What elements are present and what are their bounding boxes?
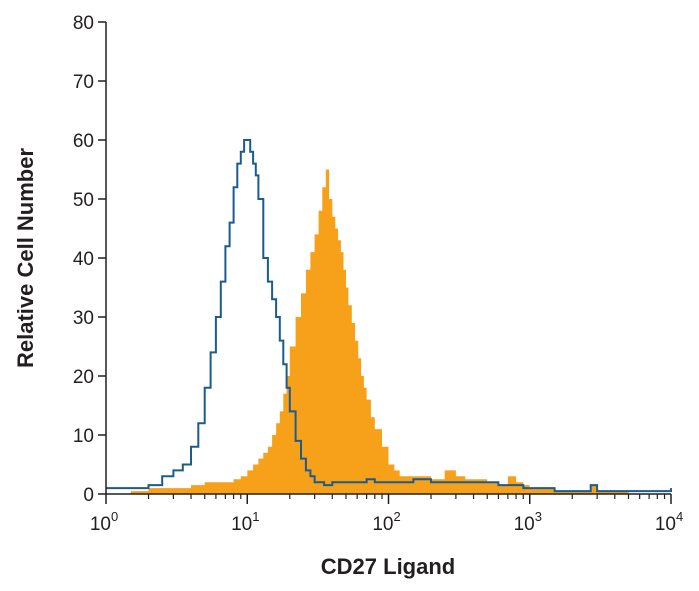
x-tick-label: 103: [514, 509, 542, 535]
y-tick-label: 0: [83, 485, 94, 506]
y-tick-label: 10: [73, 426, 94, 447]
series-1-outline-histogram: [106, 139, 672, 493]
y-tick-label: 60: [73, 131, 94, 152]
y-axis-title: Relative Cell Number: [13, 148, 38, 369]
series-0-filled-histogram: [106, 169, 671, 494]
ticks-layer: 0 10 20 30 40 50 60 70 80 100 101 102 103 104: [73, 13, 683, 535]
x-tick-label: 102: [372, 509, 400, 535]
y-tick-label: 80: [73, 13, 94, 34]
axes-layer: [105, 22, 671, 495]
y-tick-label: 70: [73, 72, 94, 93]
x-tick-label: 104: [655, 509, 683, 535]
y-tick-label: 30: [73, 308, 94, 329]
y-tick-label: 40: [73, 249, 94, 270]
x-tick-label: 100: [90, 509, 118, 535]
x-axis-title: CD27 Ligand: [321, 554, 455, 579]
y-tick-label: 50: [73, 190, 94, 211]
x-tick-label: 101: [231, 509, 259, 535]
y-tick-label: 20: [73, 367, 94, 388]
series-layer: [106, 139, 672, 494]
